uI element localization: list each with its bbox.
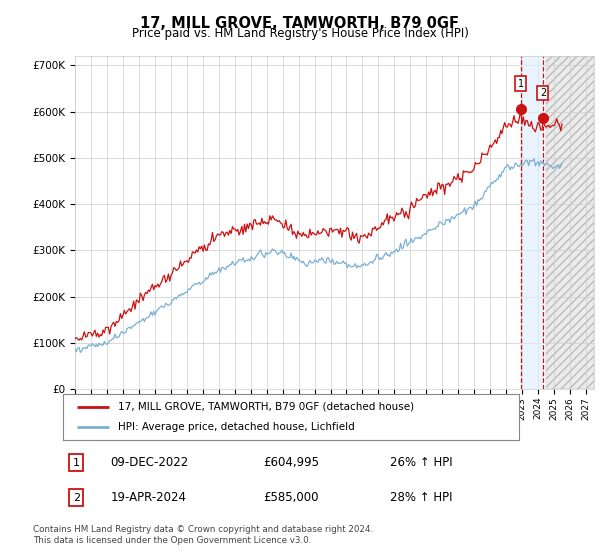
Text: Contains HM Land Registry data © Crown copyright and database right 2024.
This d: Contains HM Land Registry data © Crown c… xyxy=(33,525,373,545)
Text: £585,000: £585,000 xyxy=(263,491,319,504)
Text: 17, MILL GROVE, TAMWORTH, B79 0GF (detached house): 17, MILL GROVE, TAMWORTH, B79 0GF (detac… xyxy=(118,402,414,412)
Text: 19-APR-2024: 19-APR-2024 xyxy=(110,491,187,504)
Text: HPI: Average price, detached house, Lichfield: HPI: Average price, detached house, Lich… xyxy=(118,422,355,432)
Text: 28% ↑ HPI: 28% ↑ HPI xyxy=(391,491,453,504)
Text: 1: 1 xyxy=(518,79,524,89)
Text: 17, MILL GROVE, TAMWORTH, B79 0GF: 17, MILL GROVE, TAMWORTH, B79 0GF xyxy=(140,16,460,31)
Text: 2: 2 xyxy=(540,88,546,98)
Bar xyxy=(521,56,543,389)
Text: 2: 2 xyxy=(73,493,80,502)
Text: 26% ↑ HPI: 26% ↑ HPI xyxy=(391,456,453,469)
Text: £604,995: £604,995 xyxy=(263,456,320,469)
Text: 1: 1 xyxy=(73,458,80,468)
Text: 09-DEC-2022: 09-DEC-2022 xyxy=(110,456,189,469)
Text: Price paid vs. HM Land Registry's House Price Index (HPI): Price paid vs. HM Land Registry's House … xyxy=(131,27,469,40)
